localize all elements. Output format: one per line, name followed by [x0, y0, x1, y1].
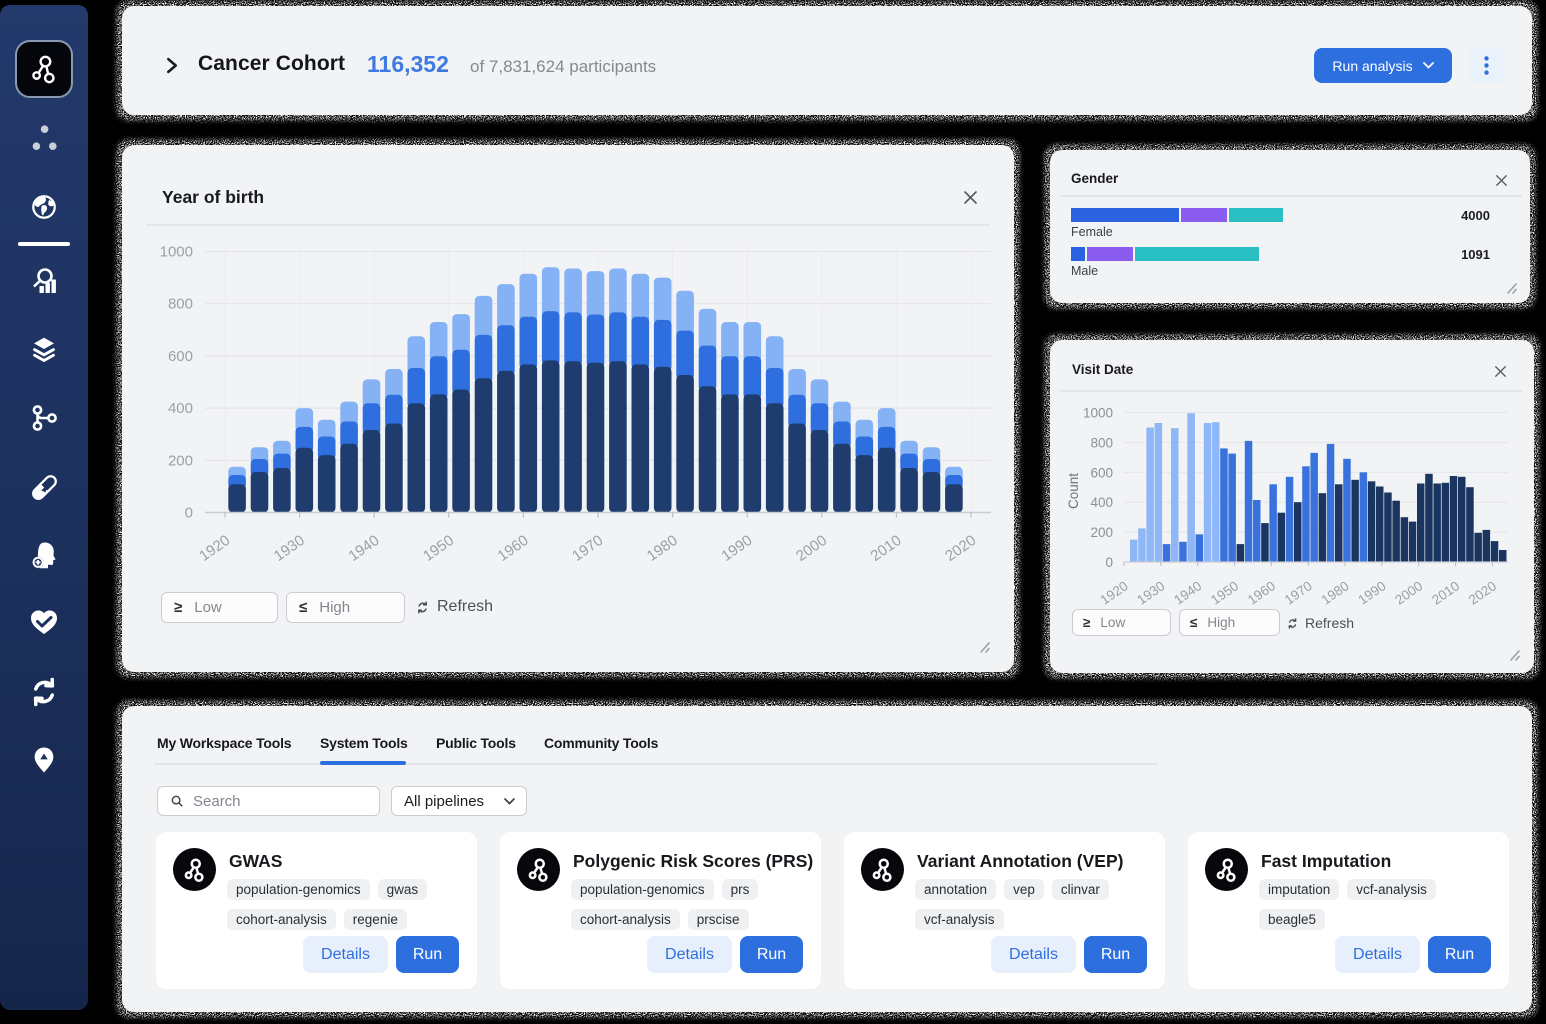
svg-text:1920: 1920: [1098, 578, 1131, 608]
svg-text:1940: 1940: [1171, 578, 1204, 608]
svg-text:0: 0: [1105, 555, 1113, 570]
svg-text:1940: 1940: [345, 532, 382, 565]
svg-text:1950: 1950: [1208, 578, 1241, 608]
svg-text:1930: 1930: [271, 532, 308, 565]
svg-text:2010: 2010: [868, 532, 905, 565]
svg-text:1990: 1990: [1355, 578, 1388, 608]
svg-text:800: 800: [168, 296, 193, 313]
svg-text:1920: 1920: [196, 532, 233, 565]
svg-text:1960: 1960: [495, 532, 532, 565]
svg-text:800: 800: [1090, 435, 1113, 450]
svg-text:Count: Count: [1066, 473, 1081, 509]
svg-text:0: 0: [185, 505, 193, 522]
svg-text:2020: 2020: [1466, 578, 1499, 608]
svg-text:1980: 1980: [1319, 578, 1352, 608]
svg-text:200: 200: [1090, 525, 1113, 540]
svg-text:600: 600: [1090, 465, 1113, 480]
svg-text:1980: 1980: [644, 532, 681, 565]
svg-text:400: 400: [1090, 495, 1113, 510]
svg-text:1930: 1930: [1134, 578, 1167, 608]
svg-text:1970: 1970: [1282, 578, 1315, 608]
svg-text:1000: 1000: [1083, 406, 1113, 421]
svg-text:2010: 2010: [1429, 578, 1462, 608]
svg-text:200: 200: [168, 452, 193, 469]
svg-text:1990: 1990: [718, 532, 755, 565]
svg-text:400: 400: [168, 400, 193, 417]
svg-text:1950: 1950: [420, 532, 457, 565]
svg-text:2000: 2000: [1392, 578, 1425, 608]
svg-text:2020: 2020: [942, 532, 979, 565]
svg-text:1000: 1000: [160, 244, 193, 261]
svg-text:1960: 1960: [1245, 578, 1278, 608]
svg-text:1970: 1970: [569, 532, 606, 565]
svg-text:2000: 2000: [793, 532, 830, 565]
svg-text:600: 600: [168, 348, 193, 365]
